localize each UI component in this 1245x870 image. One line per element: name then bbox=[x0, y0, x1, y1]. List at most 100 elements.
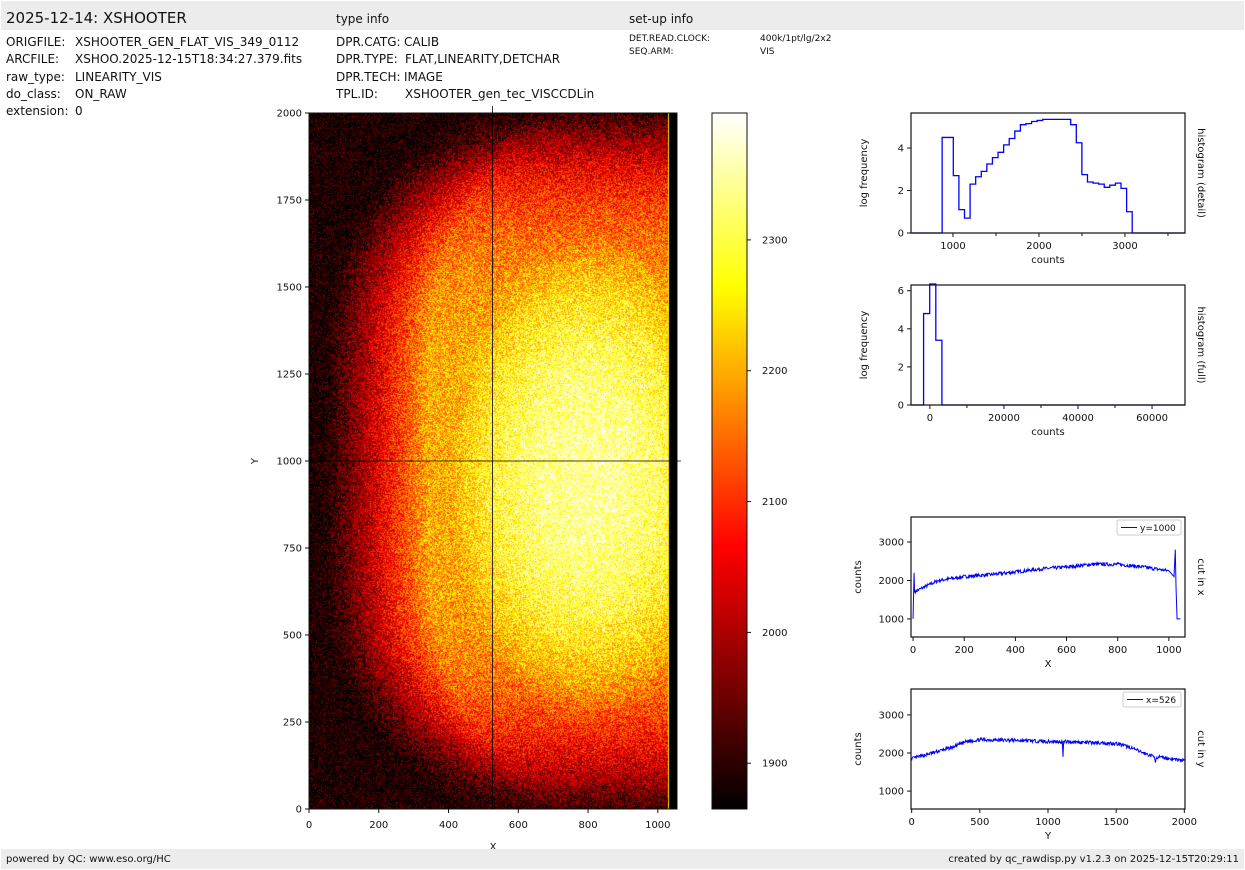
x-tick-label: 400 bbox=[439, 820, 458, 831]
info-key: do_class: bbox=[6, 86, 61, 101]
colorbar-tick-label: 2100 bbox=[762, 497, 787, 508]
y-tick-label: 1500 bbox=[277, 283, 302, 294]
legend-box bbox=[1116, 519, 1182, 536]
y-tick-label: 1000 bbox=[879, 787, 904, 798]
colorbar-frame bbox=[711, 112, 748, 810]
x-tick-label: 1000 bbox=[940, 241, 965, 252]
axes-frame bbox=[910, 112, 1186, 234]
y-tick-label: 6 bbox=[898, 286, 904, 297]
y-tick-label: 2 bbox=[898, 362, 904, 373]
x-tick-label: 1000 bbox=[645, 820, 670, 831]
info-key: DPR.TYPE: bbox=[336, 52, 398, 67]
info-value: XSHOOTER_GEN_FLAT_VIS_349_0112 bbox=[75, 35, 300, 49]
colorbar-tick-label: 2300 bbox=[762, 235, 787, 246]
y-tick-label: 500 bbox=[283, 631, 302, 642]
y-tick-label: 0 bbox=[898, 229, 904, 240]
x-tick-label: 20000 bbox=[988, 413, 1020, 424]
header-bar bbox=[1, 1, 1244, 30]
y-tick-label: 0 bbox=[898, 401, 904, 412]
y-axis-label: counts bbox=[853, 732, 864, 765]
side-label: cut in x bbox=[1195, 558, 1206, 595]
x-axis-label: Y bbox=[1044, 831, 1052, 842]
x-axis-label: counts bbox=[1031, 255, 1064, 266]
y-tick-label: 2 bbox=[898, 186, 904, 197]
y-tick-label: 3000 bbox=[879, 538, 904, 549]
info-value: ON_RAW bbox=[75, 86, 127, 101]
page-title: 2025-12-14: XSHOOTER bbox=[6, 9, 187, 27]
info-key: raw_type: bbox=[6, 69, 65, 84]
info-key: DPR.TECH: bbox=[336, 69, 401, 84]
x-tick-label: 0 bbox=[927, 413, 933, 424]
x-tick-label: 3000 bbox=[1112, 241, 1137, 252]
x-tick-label: 500 bbox=[970, 817, 989, 828]
x-tick-label: 200 bbox=[369, 820, 388, 831]
axes-frame bbox=[910, 516, 1186, 638]
info-key: SEQ.ARM: bbox=[629, 46, 674, 57]
y-tick-label: 2000 bbox=[879, 576, 904, 587]
y-axis-label: log frequency bbox=[859, 139, 870, 208]
x-tick-label: 800 bbox=[1108, 645, 1127, 656]
x-tick-label: 1000 bbox=[1035, 817, 1060, 828]
info-value: 0 bbox=[75, 104, 83, 119]
info-value: LINEARITY_VIS bbox=[75, 69, 162, 84]
cut-line bbox=[911, 736, 1185, 763]
x-tick-label: 600 bbox=[1057, 645, 1076, 656]
info-value: CALIB bbox=[404, 35, 440, 49]
x-tick-label: 400 bbox=[1006, 645, 1025, 656]
footer-bar bbox=[1, 849, 1244, 869]
x-tick-label: 60000 bbox=[1136, 413, 1168, 424]
info-key: extension: bbox=[6, 104, 69, 119]
y-tick-label: 1000 bbox=[879, 614, 904, 625]
colorbar bbox=[712, 113, 747, 809]
y-tick-label: 0 bbox=[296, 805, 302, 816]
info-key: DET.READ.CLOCK: bbox=[629, 34, 711, 44]
y-axis-label: counts bbox=[853, 560, 864, 593]
axes-frame bbox=[910, 284, 1186, 406]
info-key: ORIGFILE: bbox=[6, 35, 66, 49]
colorbar-tick-label: 1900 bbox=[762, 759, 787, 770]
info-value: IMAGE bbox=[404, 69, 443, 84]
y-tick-label: 3000 bbox=[879, 710, 904, 721]
info-value: VIS bbox=[760, 46, 775, 57]
x-tick-label: 600 bbox=[509, 820, 528, 831]
y-tick-label: 2000 bbox=[277, 109, 302, 120]
info-value: XSHOO.2025-12-15T18:34:27.379.fits bbox=[75, 52, 303, 67]
x-axis-label: counts bbox=[1031, 427, 1064, 438]
info-key: TPL.ID: bbox=[336, 86, 378, 101]
y-tick-label: 2000 bbox=[879, 749, 904, 760]
x-axis-label: X bbox=[490, 842, 497, 853]
x-tick-label: 0 bbox=[306, 820, 312, 831]
y-axis-label: log frequency bbox=[859, 311, 870, 380]
axes-frame bbox=[910, 688, 1186, 810]
histogram-line bbox=[911, 118, 1185, 234]
x-tick-label: 0 bbox=[908, 817, 914, 828]
histogram-line bbox=[911, 283, 1185, 406]
x-tick-label: 2000 bbox=[1172, 817, 1197, 828]
x-tick-label: 1000 bbox=[1156, 645, 1181, 656]
info-value: 400k/1pt/lg/2x2 bbox=[760, 34, 832, 44]
y-tick-label: 250 bbox=[283, 718, 302, 729]
info-key: DPR.CATG: bbox=[336, 35, 401, 49]
side-label: cut in y bbox=[1195, 730, 1206, 767]
cut-line bbox=[912, 549, 1181, 620]
x-tick-label: 2000 bbox=[1026, 241, 1051, 252]
side-label: histogram (detail) bbox=[1195, 128, 1206, 218]
legend-label: y=1000 bbox=[1140, 524, 1176, 534]
x-tick-label: 1500 bbox=[1103, 817, 1128, 828]
x-axis-label: X bbox=[1045, 659, 1052, 670]
info-value: XSHOOTER_gen_tec_VISCCDLin bbox=[405, 86, 595, 101]
y-tick-label: 4 bbox=[898, 324, 904, 335]
y-tick-label: 1250 bbox=[277, 370, 302, 381]
colorbar-tick-label: 2200 bbox=[762, 366, 787, 377]
x-tick-label: 800 bbox=[579, 820, 598, 831]
y-tick-label: 4 bbox=[898, 144, 904, 155]
y-tick-label: 1750 bbox=[277, 196, 302, 207]
info-key: ARCFILE: bbox=[6, 52, 60, 67]
legend-label: x=526 bbox=[1146, 696, 1176, 706]
legend-box bbox=[1122, 691, 1182, 708]
y-tick-label: 750 bbox=[283, 544, 302, 555]
y-tick-label: 1000 bbox=[277, 457, 302, 468]
x-tick-label: 40000 bbox=[1062, 413, 1094, 424]
footer-right: created by qc_rawdisp.py v1.2.3 on 2025-… bbox=[948, 854, 1239, 865]
